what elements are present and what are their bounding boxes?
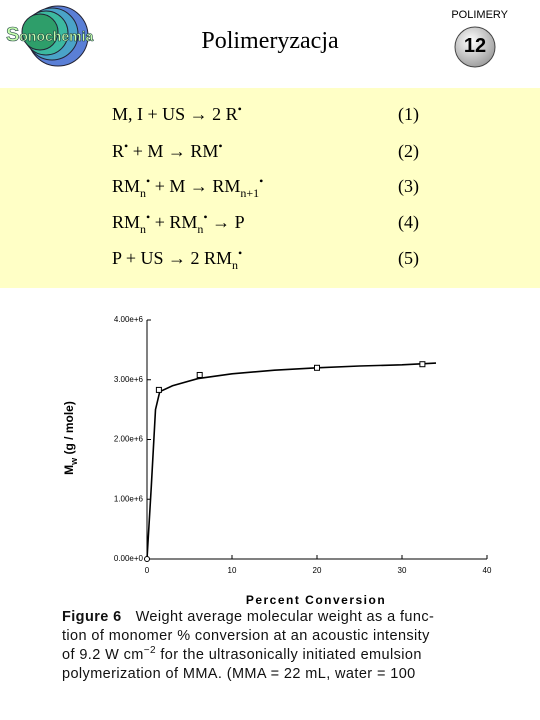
text-run: polymerization of MMA. (MMA = 22 mL, wat… bbox=[62, 666, 416, 682]
equation-number: (4) bbox=[398, 212, 419, 232]
x-tick-label: 30 bbox=[398, 566, 407, 575]
text-run: → P bbox=[207, 212, 245, 232]
logo-circles bbox=[21, 5, 89, 67]
logo: Sonochemia bbox=[6, 24, 94, 47]
superscript: • bbox=[124, 139, 129, 153]
text-run: P + US → 2 RM bbox=[112, 248, 233, 268]
caption-line: tion of monomer % conversion at an acous… bbox=[62, 628, 430, 644]
chart: 0.00e+0 1.00e+6 2.00e+6 3.00e+6 4.00e+6 0 10 20… bbox=[62, 315, 492, 607]
number-badge bbox=[454, 26, 496, 68]
superscript: • bbox=[218, 139, 223, 153]
text-run: M bbox=[62, 465, 76, 475]
superscript: • bbox=[203, 210, 208, 224]
equation: P + US → 2 RMn• bbox=[112, 246, 243, 272]
subscript: n bbox=[232, 258, 239, 272]
caption-line: Figure 6 Weight average molecular weight … bbox=[62, 609, 434, 625]
fit-line bbox=[146, 362, 437, 560]
text-run: RM bbox=[112, 212, 141, 232]
text-run: + M → RM bbox=[150, 176, 241, 196]
x-axis-label: Percent Conversion bbox=[246, 593, 386, 607]
text-run: + M → RM bbox=[128, 141, 219, 161]
superscript: −2 bbox=[143, 645, 156, 656]
x-tick-label: 20 bbox=[313, 566, 322, 575]
subscript: w bbox=[69, 457, 79, 466]
x-tick-label: 10 bbox=[228, 566, 237, 575]
point bbox=[419, 361, 426, 368]
equation-number: (3) bbox=[398, 176, 419, 196]
equation-number: (5) bbox=[398, 248, 419, 268]
equation-panel bbox=[0, 88, 540, 288]
x-tick-label: 40 bbox=[483, 566, 492, 575]
equation: RMn• + RMn• → P bbox=[112, 210, 245, 236]
subscript: n bbox=[140, 186, 147, 200]
equation: RMn• + M → RMn+1• bbox=[112, 174, 264, 200]
subscript: n bbox=[197, 222, 204, 236]
text-run: of 9.2 W cm bbox=[62, 647, 144, 663]
text-run: RM bbox=[112, 176, 141, 196]
superscript: • bbox=[259, 174, 264, 188]
point bbox=[144, 556, 150, 562]
section-label: POLIMERY bbox=[451, 9, 508, 21]
text-run: + RM bbox=[150, 212, 198, 232]
y-tick-label: 3.00e+6 bbox=[114, 375, 144, 384]
subscript: n+1 bbox=[240, 186, 260, 200]
y-axis-label: Mw (g / mole) bbox=[62, 401, 79, 475]
caption-line: polymerization of MMA. (MMA = 22 mL, wat… bbox=[62, 666, 416, 682]
point bbox=[155, 386, 162, 393]
text-run: R bbox=[112, 141, 125, 161]
superscript: • bbox=[238, 246, 243, 260]
y-tick-label: 1.00e+6 bbox=[114, 494, 144, 503]
subscript: n bbox=[140, 222, 147, 236]
point bbox=[314, 364, 320, 371]
text-run: for the ultrasonically initiated emulsio… bbox=[155, 647, 422, 663]
equation-number: (1) bbox=[398, 104, 419, 124]
text-run: (g / mole) bbox=[62, 401, 76, 458]
point bbox=[196, 371, 203, 378]
slide-number: 12 bbox=[463, 35, 487, 57]
equation: R• + M → RM• bbox=[112, 139, 223, 162]
text-run: tion of monomer % conversion at an acous… bbox=[62, 628, 430, 644]
y-tick-label: 4.00e+6 bbox=[114, 315, 144, 324]
caption-line: of 9.2 W cm−2 for the ultrasonically ini… bbox=[62, 645, 422, 663]
text-run: Weight average molecular weight as a fun… bbox=[135, 609, 435, 625]
slide-title: Polimeryzacja bbox=[201, 28, 339, 54]
superscript: • bbox=[146, 210, 151, 224]
superscript: • bbox=[146, 174, 151, 188]
equation: M, I + US → 2 R• bbox=[112, 102, 242, 125]
y-tick-label: 2.00e+6 bbox=[114, 435, 144, 444]
equation-number: (2) bbox=[398, 141, 419, 161]
superscript: • bbox=[237, 102, 242, 116]
x-tick-label: 0 bbox=[145, 566, 150, 575]
y-tick-label: 0.00e+0 bbox=[114, 554, 144, 563]
caption-label: Figure 6 bbox=[62, 609, 122, 625]
text-run: M, I + US → 2 R bbox=[112, 104, 238, 124]
